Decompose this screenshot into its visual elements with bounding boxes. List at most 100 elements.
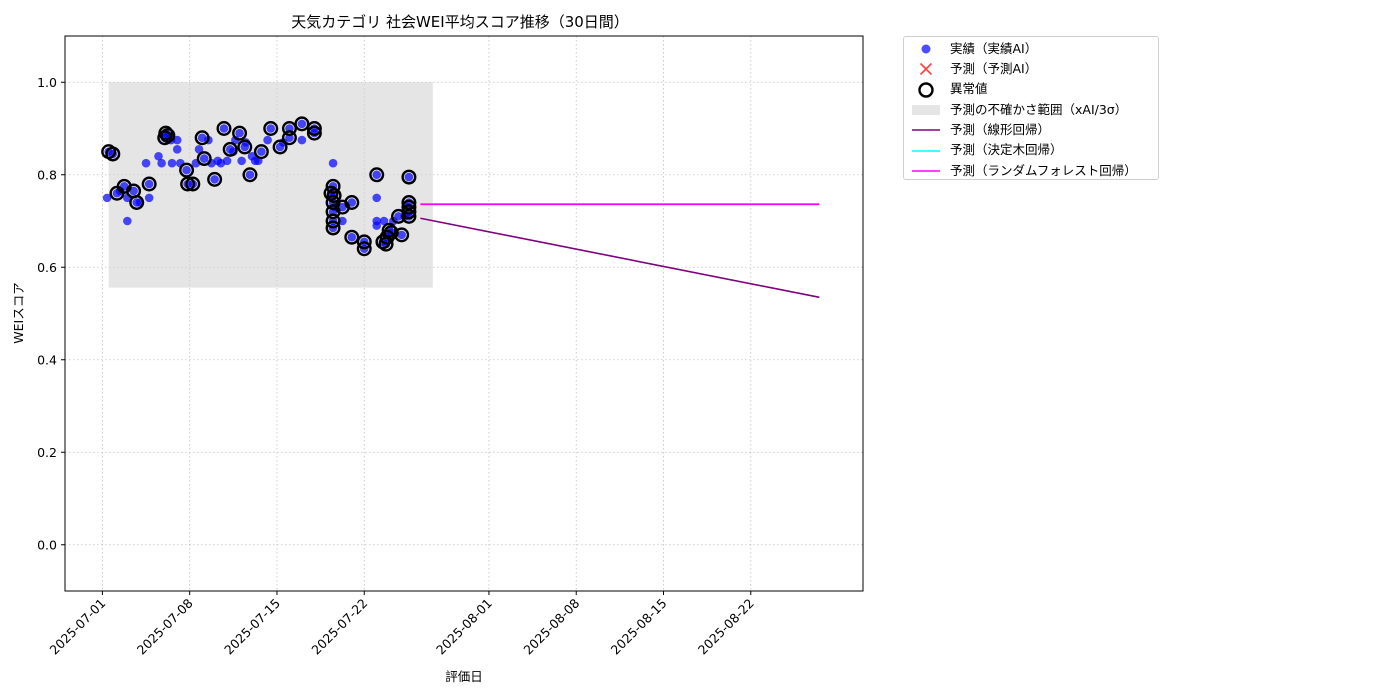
actual-point <box>297 135 307 145</box>
chart-title: 天気カテゴリ 社会WEI平均スコア推移（30日間） <box>291 13 629 31</box>
ring-icon <box>910 80 942 100</box>
outlier-ring <box>141 176 157 192</box>
outlier-ring <box>216 120 232 136</box>
outlier-ring <box>281 130 297 146</box>
outlier-ring <box>356 241 372 257</box>
actual-point <box>372 216 382 226</box>
legend-item-tree: 予測（決定木回帰） <box>910 140 1152 160</box>
y-tick-label: 0.2 <box>37 445 57 460</box>
legend-item-forest: 予測（ランダムフォレスト回帰） <box>910 161 1152 181</box>
y-tick-label: 0.0 <box>37 537 57 552</box>
outlier-ring <box>158 125 174 141</box>
forecast-line <box>420 217 820 299</box>
legend: 実績（実績AI） 予測（予測AI） 異常値 予測の不確かさ範囲（xAI/3σ） … <box>903 36 1159 180</box>
outlier-ring <box>394 227 410 243</box>
band-icon <box>910 100 942 120</box>
actual-point <box>404 172 414 182</box>
y-tick-label: 1.0 <box>37 75 57 90</box>
outlier-ring <box>194 130 210 146</box>
x-tick-label: 2025-08-08 <box>520 595 582 657</box>
actual-point <box>328 158 338 168</box>
actual-point <box>372 193 382 203</box>
y-tick-label: 0.8 <box>37 167 57 182</box>
x-tick-label: 2025-08-15 <box>608 596 670 658</box>
legend-label: 予測の不確かさ範囲（xAI/3σ） <box>950 101 1128 117</box>
y-tick-label: 0.4 <box>37 352 57 367</box>
actual-point <box>157 158 166 168</box>
outlier-ring <box>401 199 417 215</box>
line-icon <box>910 141 942 161</box>
x-tick-label: 2025-07-01 <box>47 596 109 658</box>
actual-point <box>129 186 138 196</box>
actual-point <box>372 170 382 180</box>
outlier-ring <box>383 225 399 241</box>
actual-point <box>154 151 163 161</box>
outlier-ring <box>369 167 385 183</box>
actual-point <box>172 145 182 154</box>
outlier-ring <box>306 125 322 141</box>
actual-point <box>394 212 403 221</box>
outlier-ring <box>242 167 258 183</box>
legend-item-linear: 予測（線形回帰） <box>910 120 1152 140</box>
outlier-ring <box>344 229 360 245</box>
legend-item-actual: 実績（実績AI） <box>910 39 1152 59</box>
outlier-ring <box>179 162 195 178</box>
actual-point <box>172 135 182 145</box>
outlier-ring <box>401 169 417 185</box>
actual-point <box>167 158 177 168</box>
actual-point <box>102 193 112 203</box>
actual-point <box>257 147 266 156</box>
actual-point <box>397 230 406 240</box>
outlier-ring <box>253 144 269 160</box>
actual-point <box>245 170 255 180</box>
dot-icon <box>910 39 942 59</box>
actual-point <box>144 193 154 203</box>
x-tick-label: 2025-07-22 <box>308 596 370 658</box>
actual-point <box>235 128 244 138</box>
actual-point <box>199 154 209 163</box>
outlier-ring <box>160 127 176 143</box>
actual-point <box>210 175 219 184</box>
actual-point <box>338 202 347 212</box>
outlier-ring <box>105 146 121 162</box>
outlier-ring <box>401 194 417 210</box>
x-tick-label: 2025-07-15 <box>221 596 283 658</box>
outlier-rings <box>101 116 417 257</box>
outlier-ring <box>294 116 310 132</box>
line-icon <box>910 120 942 140</box>
actual-point <box>194 145 204 154</box>
x-tick-label: 2025-08-01 <box>433 596 495 658</box>
actual-point <box>266 124 276 133</box>
outlier-ring <box>207 171 223 187</box>
legend-item-outlier: 異常値 <box>910 80 1152 100</box>
actual-point <box>219 124 229 133</box>
outlier-ring <box>356 234 372 250</box>
outlier-ring <box>323 185 339 201</box>
outlier-ring <box>222 141 238 157</box>
outlier-ring <box>281 120 297 136</box>
outlier-ring <box>263 120 279 136</box>
outlier-ring <box>180 176 196 192</box>
actual-point <box>379 216 389 226</box>
outlier-ring <box>325 220 341 236</box>
actual-point <box>222 156 232 166</box>
outlier-ring <box>325 213 341 229</box>
line-icon <box>910 161 942 181</box>
outlier-ring <box>381 222 397 238</box>
actual-point <box>141 158 151 168</box>
outlier-ring <box>196 151 212 167</box>
plot-frame <box>64 35 864 592</box>
actual-point <box>297 119 307 129</box>
legend-label: 予測（線形回帰） <box>950 122 1051 138</box>
outlier-ring <box>401 208 417 224</box>
outlier-ring <box>237 139 253 155</box>
x-tick-label: 2025-08-22 <box>695 596 757 658</box>
outlier-ring <box>325 178 341 194</box>
outlier-ring <box>401 204 417 220</box>
actual-point <box>237 156 246 166</box>
actual-point <box>347 232 357 242</box>
outlier-ring <box>272 139 288 155</box>
legend-label: 予測（決定木回帰） <box>950 142 1063 158</box>
outlier-ring <box>129 194 145 210</box>
